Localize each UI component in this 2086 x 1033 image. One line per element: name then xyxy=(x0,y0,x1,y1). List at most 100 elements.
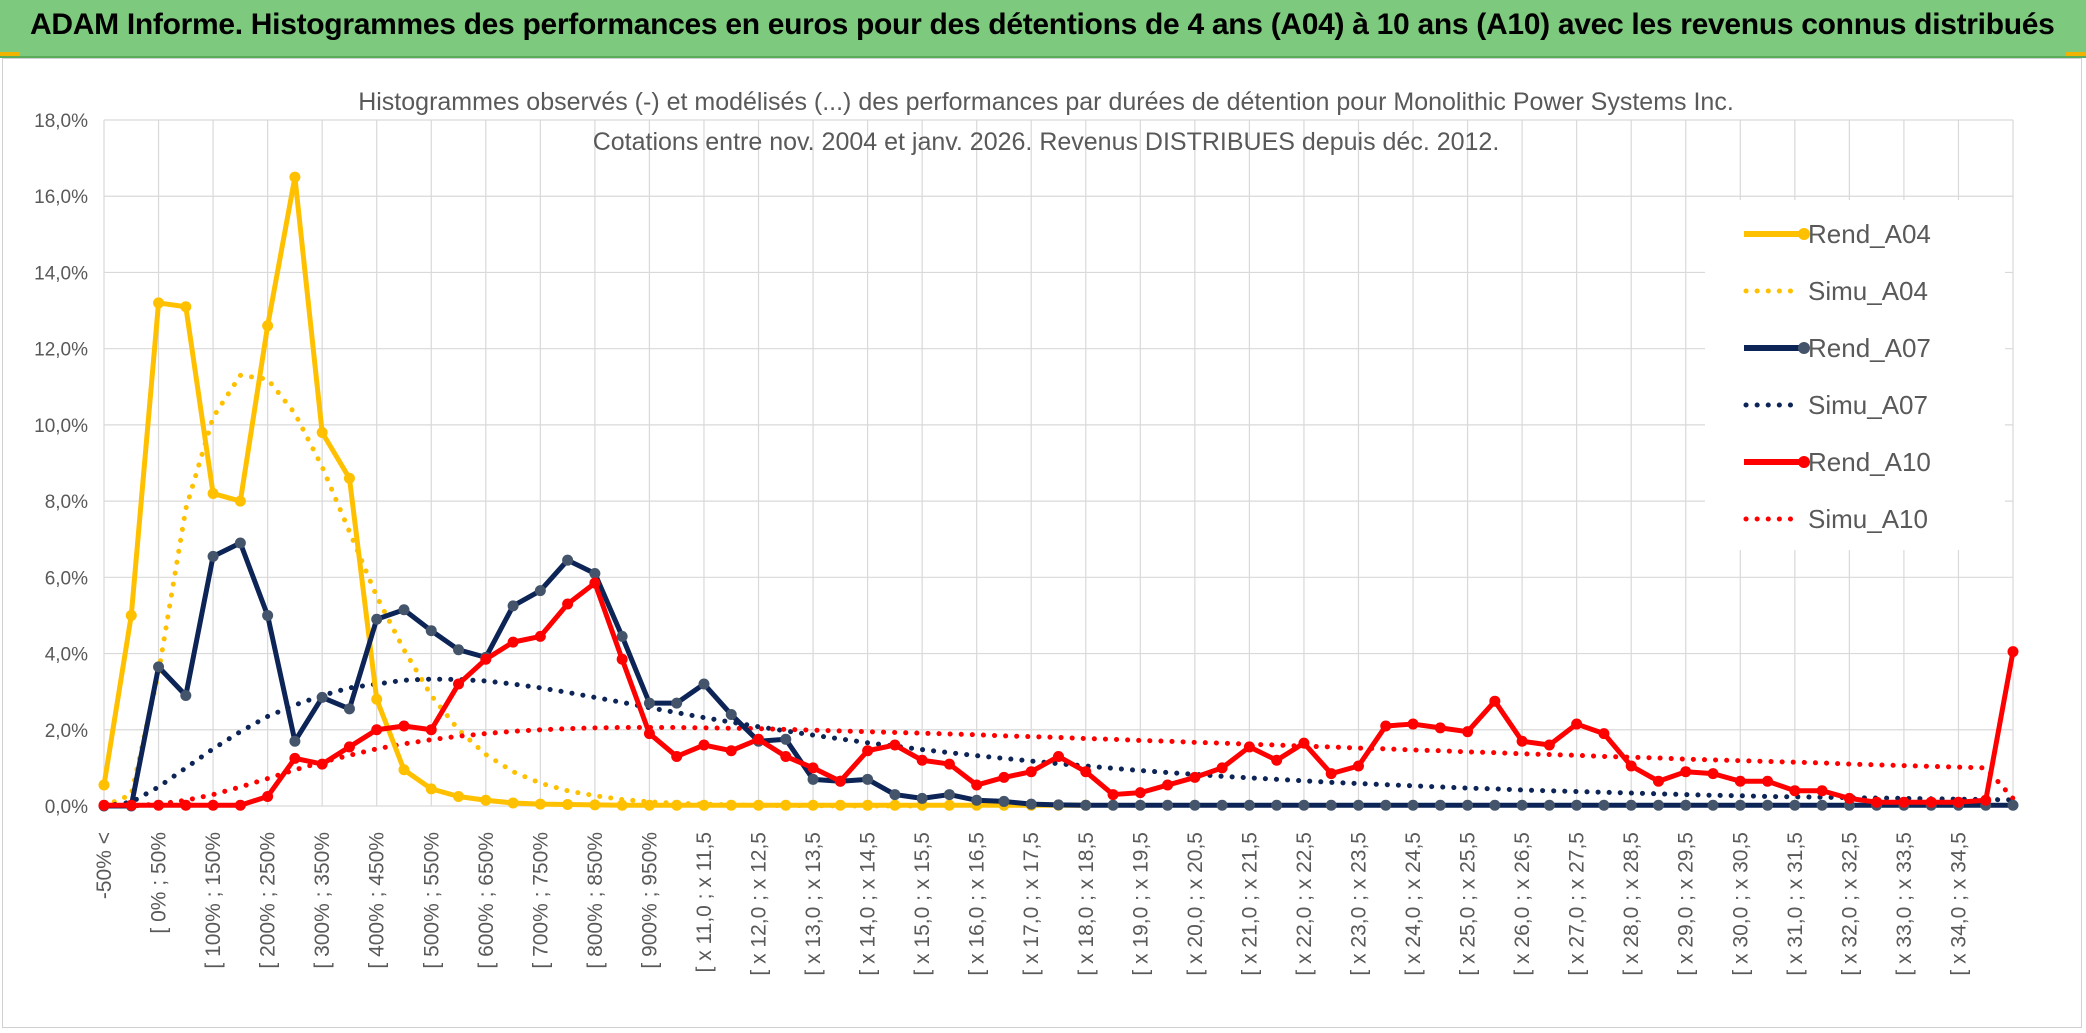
data-point-Rend_A10 xyxy=(643,728,655,740)
data-point-Rend_A07 xyxy=(343,703,355,715)
data-point-Rend_A10 xyxy=(1053,750,1064,762)
x-tick-label: [ x 21,0 ; x 21,5 xyxy=(1238,832,1261,976)
data-point-Rend_A04 xyxy=(589,799,601,811)
legend-marker xyxy=(1798,342,1810,354)
x-tick-label: [ x 32,0 ; x 32,5 xyxy=(1838,832,1861,976)
series-line-Simu_A04 xyxy=(101,372,925,809)
legend-marker xyxy=(1798,228,1810,240)
data-point-Rend_A04 xyxy=(207,487,219,499)
corner-mark-right xyxy=(2066,52,2086,56)
data-point-Rend_A10 xyxy=(1789,785,1801,797)
data-point-Rend_A07 xyxy=(207,550,219,562)
legend: Rend_A04 Simu_A04 Rend_A07 Simu_A07 Rend_A10… xyxy=(1705,200,2005,550)
data-point-Rend_A07 xyxy=(1271,799,1283,811)
y-tick-label: 12,0% xyxy=(34,340,88,361)
data-point-Rend_A10 xyxy=(1707,768,1719,780)
y-tick-label: 18,0% xyxy=(34,111,88,132)
data-point-Rend_A04 xyxy=(371,693,383,705)
data-point-Rend_A10 xyxy=(1216,762,1228,774)
data-point-Rend_A04 xyxy=(562,798,574,810)
data-point-Rend_A07 xyxy=(1189,799,1201,811)
data-point-Rend_A10 xyxy=(425,724,437,736)
data-point-Rend_A04 xyxy=(453,790,465,802)
data-point-Rend_A07 xyxy=(1543,799,1555,811)
data-point-Rend_A07 xyxy=(2007,799,2019,811)
data-point-Rend_A04 xyxy=(753,799,765,811)
data-point-Rend_A10 xyxy=(1871,796,1883,808)
data-point-Rend_A04 xyxy=(234,495,246,507)
data-point-Rend_A10 xyxy=(1762,775,1774,787)
data-point-Rend_A07 xyxy=(1434,799,1446,811)
x-tick-label: [ x 13,0 ; x 13,5 xyxy=(802,832,825,976)
x-tick-label: [ 700% ; 750% xyxy=(529,832,552,969)
data-point-Rend_A07 xyxy=(534,585,546,597)
x-tick-label: [ x 25,0 ; x 25,5 xyxy=(1457,832,1480,976)
data-point-Rend_A10 xyxy=(207,799,219,811)
x-axis: -50% < [ 0% ; 50% [ 100% ; 150% [ 200% ; 25… xyxy=(93,832,1970,976)
data-point-Rend_A04 xyxy=(889,799,901,811)
data-point-Rend_A07 xyxy=(1025,798,1037,810)
data-point-Rend_A10 xyxy=(1598,728,1610,740)
x-tick-label: -50% < xyxy=(93,832,116,899)
chart-titles: Histogrammes observés (-) et modélisés (… xyxy=(358,88,1734,156)
legend-label-Simu_A10: Simu_A10 xyxy=(1808,504,1928,534)
data-point-Rend_A04 xyxy=(725,799,737,811)
data-point-Rend_A10 xyxy=(1680,766,1692,778)
data-point-Rend_A10 xyxy=(562,598,574,610)
data-point-Rend_A10 xyxy=(1080,766,1092,778)
data-point-Rend_A10 xyxy=(1107,789,1119,801)
legend-label-Simu_A04: Simu_A04 xyxy=(1808,276,1928,306)
data-point-Rend_A04 xyxy=(834,799,846,811)
data-point-Rend_A10 xyxy=(1162,779,1174,791)
data-point-Rend_A07 xyxy=(807,773,819,785)
y-tick-label: 4,0% xyxy=(45,645,88,666)
x-tick-label: [ x 17,0 ; x 17,5 xyxy=(1020,832,1043,976)
data-point-Rend_A07 xyxy=(998,795,1010,807)
data-point-Rend_A10 xyxy=(534,630,546,642)
series-line-Simu_A07 xyxy=(101,676,2016,809)
data-point-Rend_A10 xyxy=(1625,760,1637,772)
data-point-Rend_A07 xyxy=(1325,799,1337,811)
data-point-Rend_A10 xyxy=(1516,735,1528,747)
data-point-Rend_A04 xyxy=(98,779,110,791)
x-tick-label: [ 900% ; 950% xyxy=(638,832,661,969)
data-point-Rend_A04 xyxy=(534,798,546,810)
x-tick-label: [ 100% ; 150% xyxy=(202,832,225,969)
data-point-Rend_A07 xyxy=(1625,799,1637,811)
x-tick-label: [ x 30,0 ; x 30,5 xyxy=(1729,832,1752,976)
data-point-Rend_A10 xyxy=(1816,785,1828,797)
data-point-Rend_A07 xyxy=(671,697,683,709)
data-point-Rend_A07 xyxy=(1080,799,1092,811)
data-point-Rend_A10 xyxy=(807,762,819,774)
data-point-Rend_A07 xyxy=(316,691,328,703)
data-point-Rend_A10 xyxy=(1952,796,1964,808)
legend-label-Rend_A10: Rend_A10 xyxy=(1808,447,1931,477)
data-point-Rend_A10 xyxy=(316,758,328,770)
data-point-Rend_A10 xyxy=(1025,766,1037,778)
data-point-Rend_A10 xyxy=(2007,646,2019,658)
data-point-Rend_A10 xyxy=(998,771,1010,783)
data-point-Rend_A04 xyxy=(807,799,819,811)
x-tick-label: [ x 28,0 ; x 28,5 xyxy=(1620,832,1643,976)
series-line-Rend_A07 xyxy=(104,540,2013,809)
plot-area xyxy=(98,171,2019,812)
x-tick-label: [ 0% ; 50% xyxy=(148,832,171,934)
data-point-Rend_A07 xyxy=(234,537,246,549)
data-point-Rend_A10 xyxy=(343,741,355,753)
y-tick-label: 14,0% xyxy=(34,263,88,284)
data-point-Rend_A10 xyxy=(1407,718,1419,730)
data-point-Rend_A04 xyxy=(398,764,410,776)
data-point-Rend_A10 xyxy=(1298,737,1310,749)
data-point-Rend_A10 xyxy=(725,745,737,757)
data-point-Rend_A07 xyxy=(1516,799,1528,811)
data-point-Rend_A10 xyxy=(834,775,846,787)
data-point-Rend_A07 xyxy=(1734,799,1746,811)
data-point-Rend_A10 xyxy=(453,678,465,690)
data-point-Rend_A04 xyxy=(862,799,874,811)
x-tick-label: [ 800% ; 850% xyxy=(584,832,607,969)
data-point-Rend_A10 xyxy=(889,739,901,751)
data-point-Rend_A07 xyxy=(1816,799,1828,811)
y-tick-label: 16,0% xyxy=(34,187,88,208)
data-point-Rend_A10 xyxy=(698,739,710,751)
data-point-Rend_A04 xyxy=(289,171,301,183)
